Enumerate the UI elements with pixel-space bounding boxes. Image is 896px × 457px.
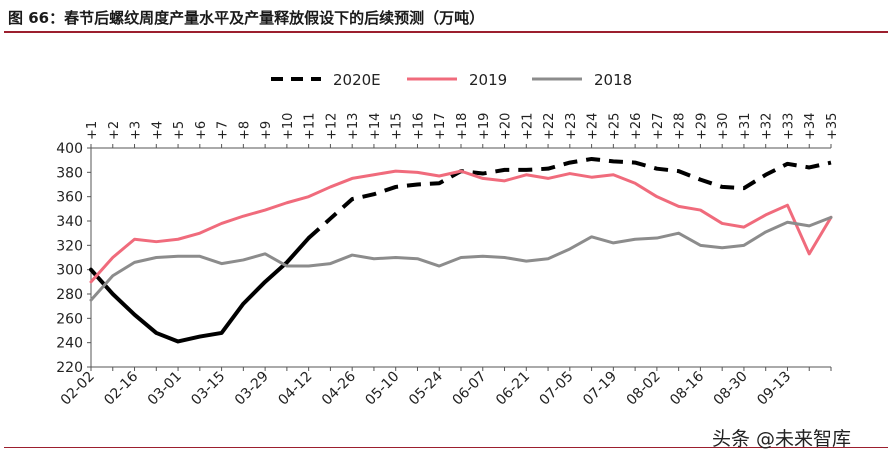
title-divider xyxy=(4,31,888,33)
top-week-label: +31 xyxy=(738,113,753,140)
top-week-label: +7 xyxy=(216,121,231,140)
top-week-label: +13 xyxy=(346,113,361,140)
x-tick-label: 08-16 xyxy=(667,368,707,408)
top-week-label: +4 xyxy=(150,121,165,140)
top-week-label: +15 xyxy=(390,113,405,140)
bottom-divider xyxy=(4,447,888,448)
y-tick-label: 340 xyxy=(56,214,83,230)
top-week-label: +14 xyxy=(368,113,383,140)
y-tick-label: 300 xyxy=(56,263,83,279)
top-week-label: +16 xyxy=(411,113,426,140)
legend-label-2018: 2018 xyxy=(594,71,632,89)
top-week-label: +3 xyxy=(129,121,144,140)
title-bar: 图 66：春节后螺纹周度产量水平及产量释放假设下的后续预测（万吨） xyxy=(0,0,896,33)
legend-label-2019: 2019 xyxy=(469,71,507,89)
series-2020e-solid-line xyxy=(89,236,311,344)
x-tick-label: 04-26 xyxy=(319,368,359,408)
x-tick-label: 07-19 xyxy=(580,369,620,409)
top-week-label: +11 xyxy=(303,113,318,140)
watermark: 头条 @未来智库 xyxy=(712,428,852,450)
x-tick-label: 06-07 xyxy=(450,369,490,409)
y-tick-label: 240 xyxy=(56,336,83,352)
top-week-label: +2 xyxy=(107,121,122,140)
x-tick-label: 08-02 xyxy=(624,369,664,409)
top-week-label: +6 xyxy=(194,121,209,140)
top-week-label: +32 xyxy=(760,113,775,140)
top-week-label: +33 xyxy=(781,113,796,140)
chart-title: 图 66：春节后螺纹周度产量水平及产量释放假设下的后续预测（万吨） xyxy=(8,9,485,27)
top-week-label: +9 xyxy=(259,121,274,140)
x-tick-label: 07-05 xyxy=(537,369,577,409)
y-tick-label: 360 xyxy=(56,190,83,206)
top-week-label: +34 xyxy=(803,113,818,140)
series-2018-line xyxy=(89,215,833,302)
x-tick-label: 03-15 xyxy=(188,369,228,409)
x-tick-label: 03-29 xyxy=(232,369,272,409)
x-tick-label: 05-10 xyxy=(362,369,402,409)
y-tick-label: 320 xyxy=(56,238,83,254)
series-2020e-dashed-line xyxy=(307,156,832,240)
top-week-label: +25 xyxy=(607,113,622,140)
top-week-label: +23 xyxy=(564,113,579,140)
x-tick-label: 03-01 xyxy=(145,369,185,409)
y-tick-label: 220 xyxy=(56,360,83,376)
series-2019-line xyxy=(89,169,833,284)
x-tick-label: 08-30 xyxy=(711,369,751,409)
top-week-label: +26 xyxy=(629,113,644,140)
y-tick-label: 400 xyxy=(56,141,83,157)
y-tick-label: 380 xyxy=(56,165,83,181)
y-tick-label: 280 xyxy=(56,287,83,303)
x-tick-label: 06-21 xyxy=(493,369,533,409)
top-week-label: +35 xyxy=(825,113,840,140)
top-week-label: +1 xyxy=(85,121,100,140)
top-week-label: +19 xyxy=(477,113,492,140)
top-week-label: +22 xyxy=(542,113,557,140)
x-tick-label: 04-12 xyxy=(275,369,315,409)
top-week-label: +28 xyxy=(673,113,688,140)
top-week-label: +5 xyxy=(172,121,187,140)
x-tick-label: 09-13 xyxy=(754,369,794,409)
legend-label-2020E: 2020E xyxy=(333,71,381,89)
top-week-label: +18 xyxy=(455,113,470,140)
top-week-label: +21 xyxy=(520,113,535,140)
x-tick-label: 02-16 xyxy=(101,368,141,408)
top-week-label: +30 xyxy=(716,113,731,140)
top-week-label: +12 xyxy=(324,113,339,140)
y-tick-label: 260 xyxy=(56,311,83,327)
top-week-label: +8 xyxy=(237,121,252,140)
top-week-label: +29 xyxy=(694,113,709,140)
top-week-label: +27 xyxy=(651,113,666,140)
top-week-label: +24 xyxy=(586,113,601,140)
top-week-label: +20 xyxy=(499,113,514,140)
top-week-label: +17 xyxy=(433,113,448,140)
x-tick-label: 05-24 xyxy=(406,368,446,408)
top-week-label: +10 xyxy=(281,113,296,140)
